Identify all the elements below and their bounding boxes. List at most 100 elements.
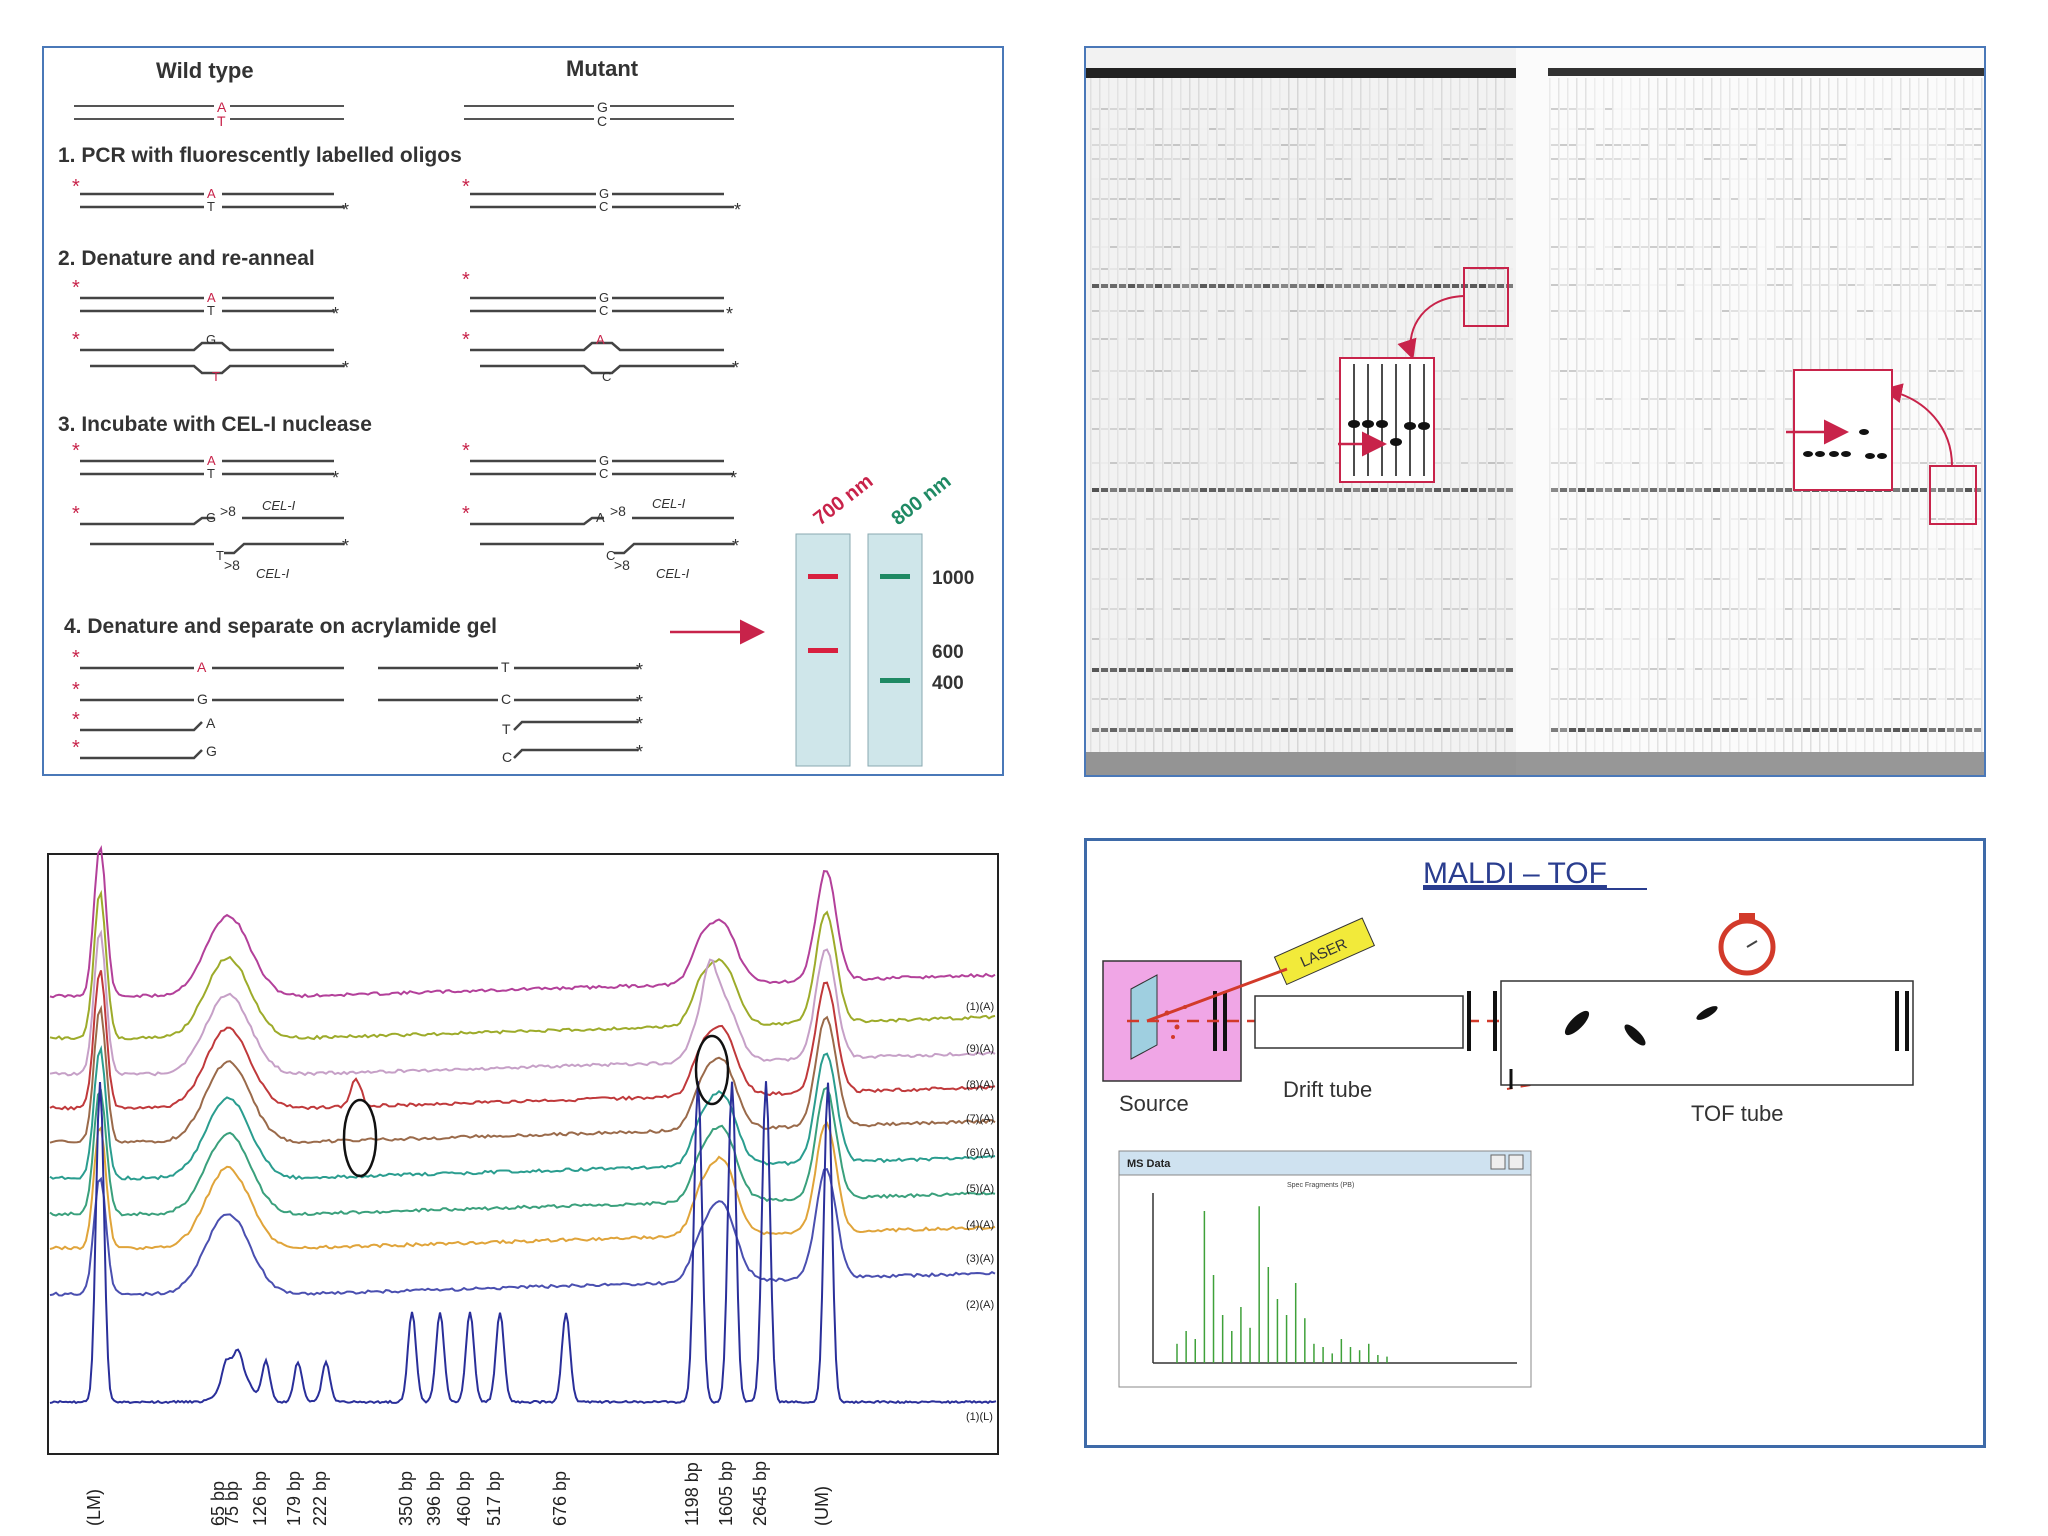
size-1000-label: 1000 (932, 568, 974, 589)
ladder-label: 75 bp (222, 1481, 242, 1526)
base-C: C (597, 113, 607, 129)
svg-text:G: G (197, 691, 208, 707)
sample-trace (49, 844, 996, 999)
svg-text:A: A (206, 715, 216, 731)
trace-label: (1)(L) (966, 1411, 993, 1423)
lane-800-label: 800 nm (888, 470, 956, 530)
svg-text:*: * (342, 536, 349, 556)
trace-label: (3)(A) (966, 1253, 994, 1265)
svg-text:A: A (596, 332, 605, 347)
ms-plot-title: Spec Fragments (PB) (1287, 1182, 1354, 1189)
trace-group (49, 844, 997, 1405)
svg-text:*: * (72, 329, 80, 351)
svg-text:*: * (332, 304, 339, 324)
svg-text:T: T (212, 369, 220, 384)
svg-text:G: G (206, 332, 216, 347)
tof-tube (1500, 980, 1914, 1086)
svg-text:G: G (599, 186, 609, 201)
svg-text:CEL-I: CEL-I (652, 496, 686, 511)
band-700-1000 (808, 574, 838, 579)
svg-text:*: * (72, 647, 80, 669)
band-800-400 (880, 678, 910, 683)
size-600-label: 600 (932, 642, 964, 663)
svg-text:C: C (501, 691, 511, 707)
svg-text:G: G (599, 290, 609, 305)
window-minimize-button[interactable] (1490, 1154, 1506, 1170)
svg-text:*: * (636, 714, 643, 734)
ms-window-title: MS Data (1127, 1158, 1171, 1170)
sample-trace (49, 929, 996, 1077)
trace-label: (5)(A) (966, 1183, 994, 1195)
svg-text:C: C (599, 199, 608, 214)
window-close-button[interactable] (1508, 1154, 1524, 1170)
svg-text:T: T (207, 199, 215, 214)
svg-text:CEL-I: CEL-I (656, 566, 690, 581)
zoom-inset-left (1339, 357, 1435, 483)
size-400-label: 400 (932, 673, 964, 694)
cel1-method-diagram: Wild type Mutant A T G C 1. PCR with flu… (58, 56, 974, 767)
svg-text:*: * (462, 269, 470, 291)
maldi-title: MALDI – TOF (1423, 857, 1607, 890)
step1-label: 1. PCR with fluorescently labelled oligo… (58, 144, 462, 167)
zoom-inset-right (1793, 369, 1893, 491)
ladder-label: 126 bp (250, 1471, 270, 1526)
svg-text:*: * (462, 440, 470, 462)
svg-text:C: C (599, 303, 608, 318)
band-800-1000 (880, 574, 910, 579)
svg-text:A: A (207, 453, 216, 468)
svg-text:*: * (72, 737, 80, 759)
svg-text:A: A (207, 290, 216, 305)
sample-plate (1130, 974, 1158, 1060)
trace-label: (9)(A) (966, 1043, 994, 1055)
laser-beam (1146, 967, 1288, 1023)
zoom-arrow-right (1882, 383, 1953, 467)
trace-label: (2)(A) (966, 1299, 994, 1311)
band-700-600 (808, 648, 838, 653)
gel-lane-800 (867, 533, 923, 767)
svg-text:T: T (502, 721, 511, 737)
trace-label: (1)(A) (966, 1001, 994, 1013)
wild-type-header: Wild type (156, 58, 254, 83)
trace-label: (8)(A) (966, 1079, 994, 1091)
ms-data-window (1118, 1150, 1532, 1388)
ladder-label: 2645 bp (750, 1461, 770, 1526)
maldi-tof-panel: MALDI – TOF Source LASER Drift tube TOF … (1084, 838, 1986, 1448)
plot-frame (47, 853, 999, 1455)
svg-text:C: C (599, 466, 608, 481)
mutation-circle-1 (342, 1098, 378, 1178)
source-label: Source (1119, 1091, 1189, 1116)
scissors-icon: >8 (614, 557, 630, 573)
scissors-icon: >8 (220, 503, 236, 519)
sample-trace (49, 1121, 996, 1251)
svg-text:A: A (207, 186, 216, 201)
trace-label: (4)(A) (966, 1219, 994, 1231)
svg-text:A: A (197, 659, 207, 675)
svg-text:G: G (206, 510, 216, 525)
step3-label: 3. Incubate with CEL-I nuclease (58, 413, 372, 436)
mutation-circle-2 (694, 1034, 730, 1106)
step4-label: 4. Denature and separate on acrylamide g… (64, 615, 497, 638)
svg-text:*: * (72, 440, 80, 462)
ms-peaks (1176, 1206, 1388, 1363)
ladder-label: 396 bp (424, 1471, 444, 1526)
svg-text:*: * (730, 468, 737, 488)
ladder-label: 65 bp (208, 1481, 228, 1526)
ladder-label: (LM) (84, 1489, 104, 1526)
svg-text:*: * (462, 329, 470, 351)
svg-text:*: * (72, 277, 80, 299)
ladder-label: 460 bp (454, 1471, 474, 1526)
svg-text:C: C (502, 749, 512, 765)
ladder-label: 1198 bp (682, 1462, 702, 1526)
svg-text:G: G (599, 453, 609, 468)
sample-trace (49, 1167, 996, 1297)
svg-text:*: * (636, 742, 643, 762)
lane-700-label: 700 nm (810, 470, 878, 530)
trace-label: (7)(A) (966, 1113, 994, 1125)
fluor-star-icon: * (72, 176, 80, 198)
base-A: A (217, 99, 227, 115)
svg-text:T: T (207, 466, 215, 481)
trace-label: (6)(A) (966, 1147, 994, 1159)
sample-trace (49, 889, 996, 1041)
base-T: T (217, 113, 226, 129)
